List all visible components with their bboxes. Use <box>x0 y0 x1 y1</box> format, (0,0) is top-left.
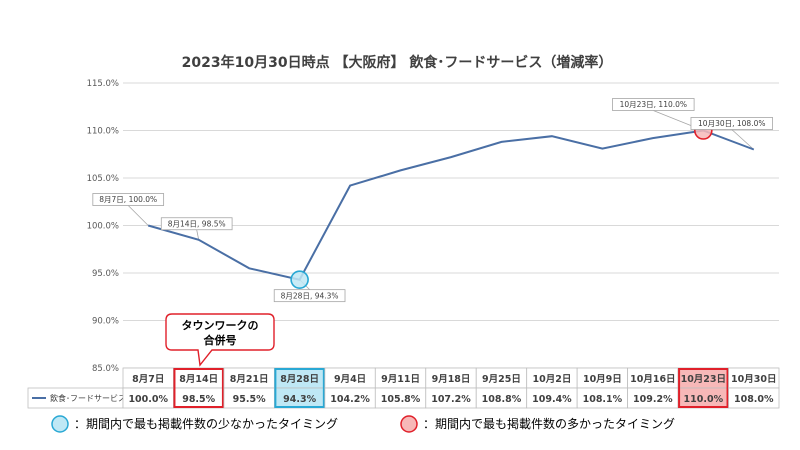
data-label: 8月7日, 100.0% <box>99 195 157 204</box>
y-tick-label: 105.0% <box>87 174 119 184</box>
data-label-box <box>690 117 773 130</box>
table-value-label: 98.5% <box>182 394 215 405</box>
table-value-label: 104.2% <box>330 394 370 405</box>
data-label: 8月28日, 94.3% <box>281 291 339 300</box>
y-tick-label: 100.0% <box>87 222 119 232</box>
table-value-label: 105.8% <box>381 394 421 405</box>
series-line <box>147 129 755 281</box>
table-column-highlight <box>678 368 729 408</box>
table-category-label: 10月9日 <box>583 374 622 385</box>
y-tick-label: 85.0% <box>92 364 119 374</box>
table-value-label: 95.5% <box>233 394 266 405</box>
table-category-label: 8月28日 <box>280 374 319 385</box>
table-category-label: 10月23日 <box>681 374 726 385</box>
callout: タウンワークの 合併号 <box>165 313 275 367</box>
table-value-label: 107.2% <box>431 394 471 405</box>
table-value-label: 110.0% <box>684 394 724 405</box>
callout-bubble <box>165 313 275 367</box>
data-labels: 8月7日, 100.0% 8月14日, 98.5% 8月28日, 94.3% 10月2… <box>92 98 773 303</box>
table-category-label: 9月4日 <box>334 374 366 385</box>
highlight-marker-min <box>290 270 309 289</box>
table-value-label: 108.1% <box>583 394 623 405</box>
table-value-label: 108.8% <box>482 394 522 405</box>
legend-max-text: ：期間内で最も掲載件数の多かったタイミング <box>423 416 675 431</box>
table-category-label: 10月2日 <box>533 374 572 385</box>
data-label-box <box>92 193 165 206</box>
table-value-label: 109.2% <box>633 394 673 405</box>
table-value-label: 94.3% <box>283 394 316 405</box>
callout-line2: 合併号 <box>204 333 237 347</box>
table-column-highlight <box>274 368 325 408</box>
legend-min-marker <box>51 415 69 433</box>
series-line-path <box>147 129 755 281</box>
data-label-box <box>612 98 695 111</box>
data-label-box <box>273 289 346 303</box>
table-category-label: 10月16日 <box>630 374 675 385</box>
y-tick-label: 95.0% <box>92 269 119 279</box>
table-category-label: 9月18日 <box>432 374 471 385</box>
table-value-label: 108.0% <box>734 394 774 405</box>
data-table: 飲食･フードサービス 8月7日 100.0% 8月14日 98.5% 8月21日 95.5%… <box>27 367 780 409</box>
chart-title: 2023年10月30日時点 【大阪府】 飲食･フードサービス（増減率） <box>182 54 613 71</box>
callout-line1: タウンワークの <box>182 319 259 332</box>
label-leader <box>731 129 755 150</box>
table-category-label: 8月7日 <box>132 374 164 385</box>
y-tick-label: 115.0% <box>87 79 119 89</box>
data-label: 10月23日, 110.0% <box>620 100 687 109</box>
data-label: 8月14日, 98.5% <box>168 219 226 228</box>
data-label: 10月30日, 108.0% <box>698 119 765 128</box>
table-category-label: 10月30日 <box>731 374 776 385</box>
y-tick-label: 90.0% <box>92 317 119 327</box>
y-tick-labels: 85.0% 90.0% 95.0% 100.0% 105.0% 110.0% 115.0% <box>87 79 119 374</box>
table-category-label: 8月14日 <box>179 374 218 385</box>
table-value-cell <box>728 387 780 409</box>
table-category-label: 8月21日 <box>230 374 269 385</box>
table-category-label: 9月11日 <box>381 374 420 385</box>
legend: ：期間内で最も掲載件数の少なかったタイミング ：期間内で最も掲載件数の多かったタ… <box>51 415 675 433</box>
table-value-label: 100.0% <box>128 394 168 405</box>
table-column-highlight <box>173 368 224 408</box>
table-category-label: 9月25日 <box>482 374 521 385</box>
label-leader <box>127 205 149 226</box>
table-value-label: 109.4% <box>532 394 572 405</box>
data-label-box <box>160 217 233 231</box>
label-leader <box>196 229 200 240</box>
highlight-markers <box>290 121 713 289</box>
legend-min-text: ：期間内で最も掲載件数の少なかったタイミング <box>74 416 338 431</box>
table-series-name: 飲食･フードサービス <box>50 393 126 403</box>
y-tick-label: 110.0% <box>87 127 119 137</box>
legend-max-marker <box>400 415 418 433</box>
